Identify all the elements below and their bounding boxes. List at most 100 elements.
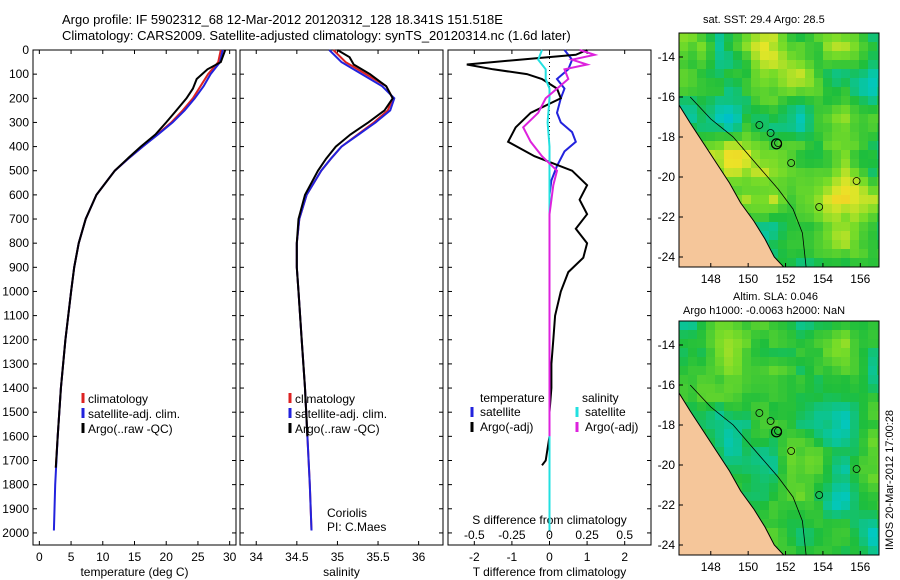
map-cell [769,141,778,150]
map-cell [877,42,879,51]
map-cell [868,42,877,51]
map-cell [679,69,688,78]
map-cell [715,60,724,69]
map-cell [751,357,760,366]
map-cell [724,357,733,366]
map-cell [859,447,868,456]
map-cell [679,348,688,357]
map-cell [850,87,859,96]
map-cell [688,42,697,51]
map-cell [832,177,841,186]
map-frame-sla_map [678,320,880,556]
map-cell [832,114,841,123]
map-cell [769,177,778,186]
map-cell [823,375,832,384]
map-cell [697,132,706,141]
map-cell [796,537,805,546]
map-cell [796,510,805,519]
map-cell [742,429,751,438]
map-cell [814,78,823,87]
x-tick-top-label: 0 [546,528,553,542]
map-cell [697,60,706,69]
legend-entry-differences: satellite [480,405,521,419]
map-cell [742,393,751,402]
map-cell [814,195,823,204]
map-cell [769,384,778,393]
map-cell [742,411,751,420]
map-cell [868,123,877,132]
reef-outline-sst_map [787,159,796,167]
map-cell [805,393,814,402]
map-cell [715,159,724,168]
map-cell [841,231,850,240]
map-cell [796,447,805,456]
map-cell [724,456,733,465]
map-cell [688,60,697,69]
map-cell [868,330,877,339]
map-cell [733,177,742,186]
map-cell [868,159,877,168]
map-y-tick-label-sla_map: -22 [658,498,676,512]
map-cell [760,42,769,51]
map-cell [742,132,751,141]
x-tick-label-temperature: 0 [36,550,43,564]
map-cell [877,537,879,546]
map-cell [805,240,814,249]
map-cell [832,33,841,42]
x-tick-label-differences: -2 [469,550,480,564]
map-cell [778,438,787,447]
map-cell [787,357,796,366]
map-cell [823,105,832,114]
map-cell [877,177,879,186]
map-cell [877,429,879,438]
map-cell [832,195,841,204]
map-cell [805,366,814,375]
map-cell [814,456,823,465]
map-cell [787,159,796,168]
map-cell [823,186,832,195]
map-cell [787,528,796,537]
map-cell [760,105,769,114]
map-cell [715,447,724,456]
map-cell [796,213,805,222]
map-cell [760,69,769,78]
map-cell [877,132,879,141]
map-cell [751,474,760,483]
map-cell [823,213,832,222]
map-cell [859,501,868,510]
map-cell [760,519,769,528]
map-cell [823,393,832,402]
map-cell [868,420,877,429]
map-cell [850,321,859,330]
map-cell [832,537,841,546]
map-cell [859,96,868,105]
map-cell [760,483,769,492]
map-cell [778,483,787,492]
map-cell [841,168,850,177]
map-cell [859,240,868,249]
map-cell [787,177,796,186]
map-cell [787,258,796,267]
map-cell [787,474,796,483]
map-cell [823,87,832,96]
y-tick-label: 0 [22,43,29,57]
map-cell [868,357,877,366]
map-cell [841,141,850,150]
map-cell [868,114,877,123]
map-cell [823,510,832,519]
map-cell [877,33,879,42]
map-cell [751,168,760,177]
map-cell [850,222,859,231]
map-cell [769,330,778,339]
map-cell [859,528,868,537]
map-cell [778,420,787,429]
y-tick-label: 900 [9,260,29,274]
map-cell [733,60,742,69]
map-cell [814,411,823,420]
map-cell [760,177,769,186]
map-cell [697,375,706,384]
map-cell [724,78,733,87]
map-cell [787,411,796,420]
map-cell [679,384,688,393]
map-cell [679,60,688,69]
